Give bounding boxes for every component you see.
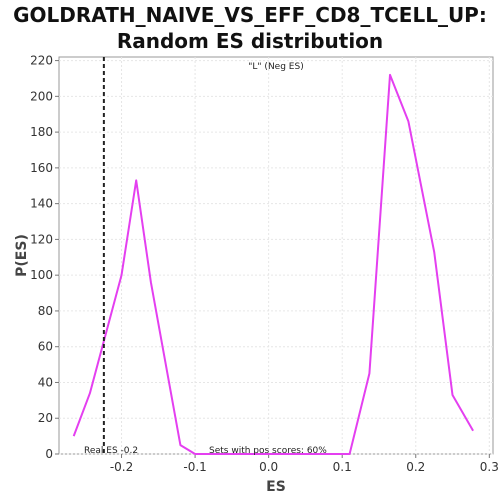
grid [59,57,493,455]
x-tick-label: 0.0 [259,460,278,474]
x-tick-label: -0.2 [110,460,133,474]
y-axis-ticks: 0 20 40 60 80 100 120 140 160 180 200 220 [30,54,59,461]
y-tick-label: 140 [30,197,53,211]
x-tick-label: 0.2 [406,460,425,474]
chart-title-line-2: Random ES distribution [116,29,384,53]
x-tick-label: -0.1 [183,460,206,474]
y-tick-label: 220 [30,54,53,68]
chart-title-line-1: GOLDRATH_NAIVE_VS_EFF_CD8_TCELL_UP: [13,3,487,27]
y-tick-label: 160 [30,161,53,175]
y-axis-label: P(ES) [14,234,30,277]
x-axis-ticks: -0.2 -0.1 0.0 0.1 0.2 0.3 [110,454,499,474]
chart-title: GOLDRATH_NAIVE_VS_EFF_CD8_TCELL_UP: Rand… [0,2,500,54]
legend-entry: "L" (Neg ES) [248,62,303,72]
y-tick-label: 80 [38,304,53,318]
plot-area [58,56,494,455]
x-axis-label: ES [266,479,286,495]
series-line [72,73,474,455]
series-layer [72,73,474,455]
y-tick-label: 60 [38,340,53,354]
y-tick-label: 40 [38,375,53,389]
x-tick-label: 0.3 [480,460,499,474]
real-es-label: Real ES -0.2 [84,446,138,456]
pos-scores-annotation: Sets with pos scores: 60% [209,446,327,456]
y-tick-label: 120 [30,232,53,246]
x-tick-label: 0.1 [333,460,352,474]
y-tick-label: 100 [30,268,53,282]
y-tick-label: 0 [45,447,53,461]
y-tick-label: 180 [30,125,53,139]
y-tick-label: 200 [30,89,53,103]
y-tick-label: 20 [38,411,53,425]
